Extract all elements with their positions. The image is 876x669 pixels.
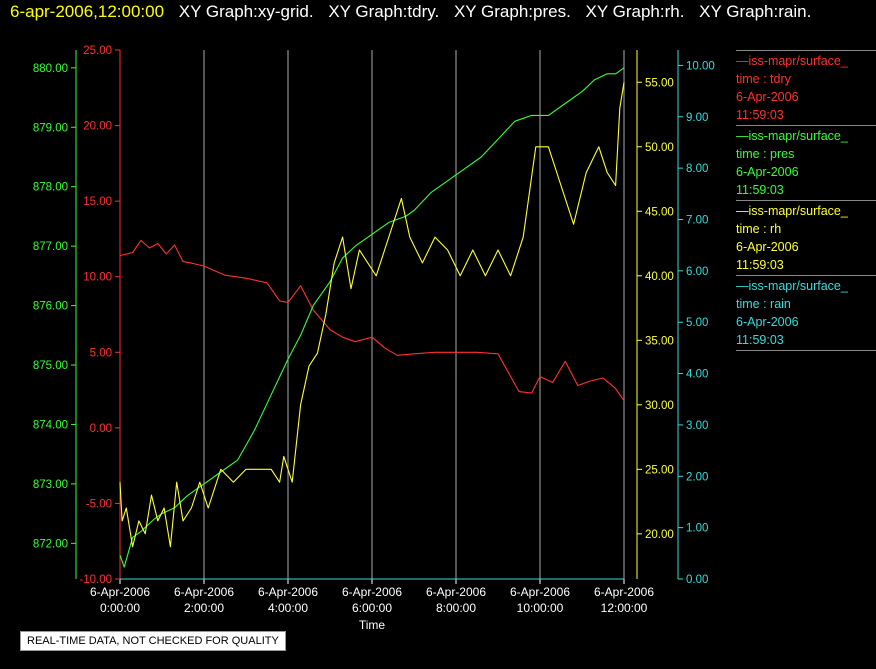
- x-tick-label-time: 2:00:00: [184, 601, 224, 615]
- series-line-tdry: [119, 239, 625, 402]
- legend-param: time : tdry: [736, 72, 791, 86]
- legend-param: time : pres: [736, 147, 795, 161]
- x-tick-label-date: 6-Apr-2006: [510, 585, 570, 599]
- y-tick-label-pres: 877.00: [33, 241, 68, 253]
- graph-label-pres: XY Graph:pres.: [453, 2, 571, 21]
- legend: —iss-mapr/surface_ time : tdry 6-Apr-200…: [736, 50, 876, 352]
- y-tick-label-rain: 5.00: [686, 317, 708, 329]
- y-tick-label-rain: 10.00: [686, 60, 715, 72]
- x-tick-label-date: 6-Apr-2006: [594, 585, 654, 599]
- x-axis-label: Time: [359, 618, 386, 632]
- x-tick-label-date: 6-Apr-2006: [90, 585, 150, 599]
- y-tick-label-tdry: -5.00: [86, 498, 112, 510]
- y-tick-label-rh: 40.00: [645, 271, 674, 283]
- y-tick-label-rh: 50.00: [645, 142, 674, 154]
- series-line-pres: [119, 67, 625, 568]
- y-tick-label-pres: 876.00: [33, 301, 68, 313]
- legend-date: 6-Apr-2006: [736, 165, 799, 179]
- y-tick-label-tdry: -10.00: [79, 574, 112, 586]
- graph-label-rh: XY Graph:rh.: [585, 2, 685, 21]
- legend-entry-rh: —iss-mapr/surface_ time : rh 6-Apr-2006 …: [736, 200, 876, 274]
- y-tick-label-rh: 20.00: [645, 529, 674, 541]
- y-tick-label-rain: 7.00: [686, 214, 708, 226]
- y-tick-label-tdry: 20.00: [83, 121, 112, 133]
- y-tick-label-rh: 25.00: [645, 464, 674, 476]
- x-tick-label-time: 10:00:00: [517, 601, 564, 615]
- y-tick-label-pres: 873.00: [33, 479, 68, 491]
- series-line-rh: [119, 82, 625, 548]
- y-tick-label-pres: 875.00: [33, 360, 68, 372]
- legend-source: —iss-mapr/surface_: [736, 54, 848, 68]
- graph-label-tdry: XY Graph:tdry.: [328, 2, 440, 21]
- y-tick-label-rain: 2.00: [686, 471, 708, 483]
- y-tick-label-pres: 878.00: [33, 182, 68, 194]
- x-tick-label-time: 8:00:00: [436, 601, 476, 615]
- legend-time: 11:59:03: [736, 183, 784, 197]
- graph-label-xy-grid: XY Graph:xy-grid.: [178, 2, 314, 21]
- y-tick-label-tdry: 25.00: [83, 45, 112, 57]
- legend-divider: [736, 350, 876, 352]
- graph-label-rain: XY Graph:rain.: [699, 2, 812, 21]
- x-tick-label-time: 0:00:00: [100, 601, 140, 615]
- y-tick-label-pres: 880.00: [33, 63, 68, 75]
- y-tick-label-tdry: 5.00: [90, 347, 112, 359]
- quality-warning-badge: REAL-TIME DATA, NOT CHECKED FOR QUALITY: [20, 631, 286, 651]
- legend-time: 11:59:03: [736, 333, 784, 347]
- legend-source: —iss-mapr/surface_: [736, 279, 848, 293]
- legend-entry-tdry: —iss-mapr/surface_ time : tdry 6-Apr-200…: [736, 50, 876, 124]
- x-tick-label-date: 6-Apr-2006: [426, 585, 486, 599]
- y-tick-label-rain: 1.00: [686, 523, 708, 535]
- y-tick-label-tdry: 15.00: [83, 196, 112, 208]
- legend-source: —iss-mapr/surface_: [736, 129, 848, 143]
- y-tick-label-rain: 6.00: [686, 266, 708, 278]
- y-tick-label-rain: 3.00: [686, 420, 708, 432]
- legend-source: —iss-mapr/surface_: [736, 204, 848, 218]
- y-tick-label-pres: 872.00: [33, 538, 68, 550]
- y-tick-label-rain: 8.00: [686, 163, 708, 175]
- legend-date: 6-Apr-2006: [736, 90, 799, 104]
- legend-param: time : rain: [736, 297, 791, 311]
- chart-title-bar: 6-apr-2006,12:00:00 XY Graph:xy-grid. XY…: [10, 2, 811, 22]
- y-tick-label-rh: 45.00: [645, 206, 674, 218]
- legend-entry-pres: —iss-mapr/surface_ time : pres 6-Apr-200…: [736, 125, 876, 199]
- y-tick-label-tdry: 0.00: [90, 423, 112, 435]
- x-tick-label-time: 12:00:00: [601, 601, 648, 615]
- y-tick-label-rh: 30.00: [645, 400, 674, 412]
- y-tick-label-pres: 874.00: [33, 419, 68, 431]
- y-tick-label-rain: 9.00: [686, 112, 708, 124]
- x-tick-label-time: 4:00:00: [268, 601, 308, 615]
- y-tick-label-rh: 35.00: [645, 335, 674, 347]
- legend-param: time : rh: [736, 222, 782, 236]
- y-tick-label-rain: 0.00: [686, 574, 708, 586]
- x-tick-label-time: 6:00:00: [352, 601, 392, 615]
- legend-entry-rain: —iss-mapr/surface_ time : rain 6-Apr-200…: [736, 275, 876, 349]
- y-tick-label-pres: 879.00: [33, 122, 68, 134]
- timestamp-label: 6-apr-2006,12:00:00: [10, 2, 165, 21]
- y-tick-label-rh: 55.00: [645, 77, 674, 89]
- x-tick-label-date: 6-Apr-2006: [258, 585, 318, 599]
- y-tick-label-rain: 4.00: [686, 369, 708, 381]
- legend-date: 6-Apr-2006: [736, 240, 799, 254]
- legend-time: 11:59:03: [736, 108, 784, 122]
- x-tick-label-date: 6-Apr-2006: [342, 585, 402, 599]
- legend-time: 11:59:03: [736, 258, 784, 272]
- y-tick-label-tdry: 10.00: [83, 272, 112, 284]
- legend-date: 6-Apr-2006: [736, 315, 799, 329]
- x-tick-label-date: 6-Apr-2006: [174, 585, 234, 599]
